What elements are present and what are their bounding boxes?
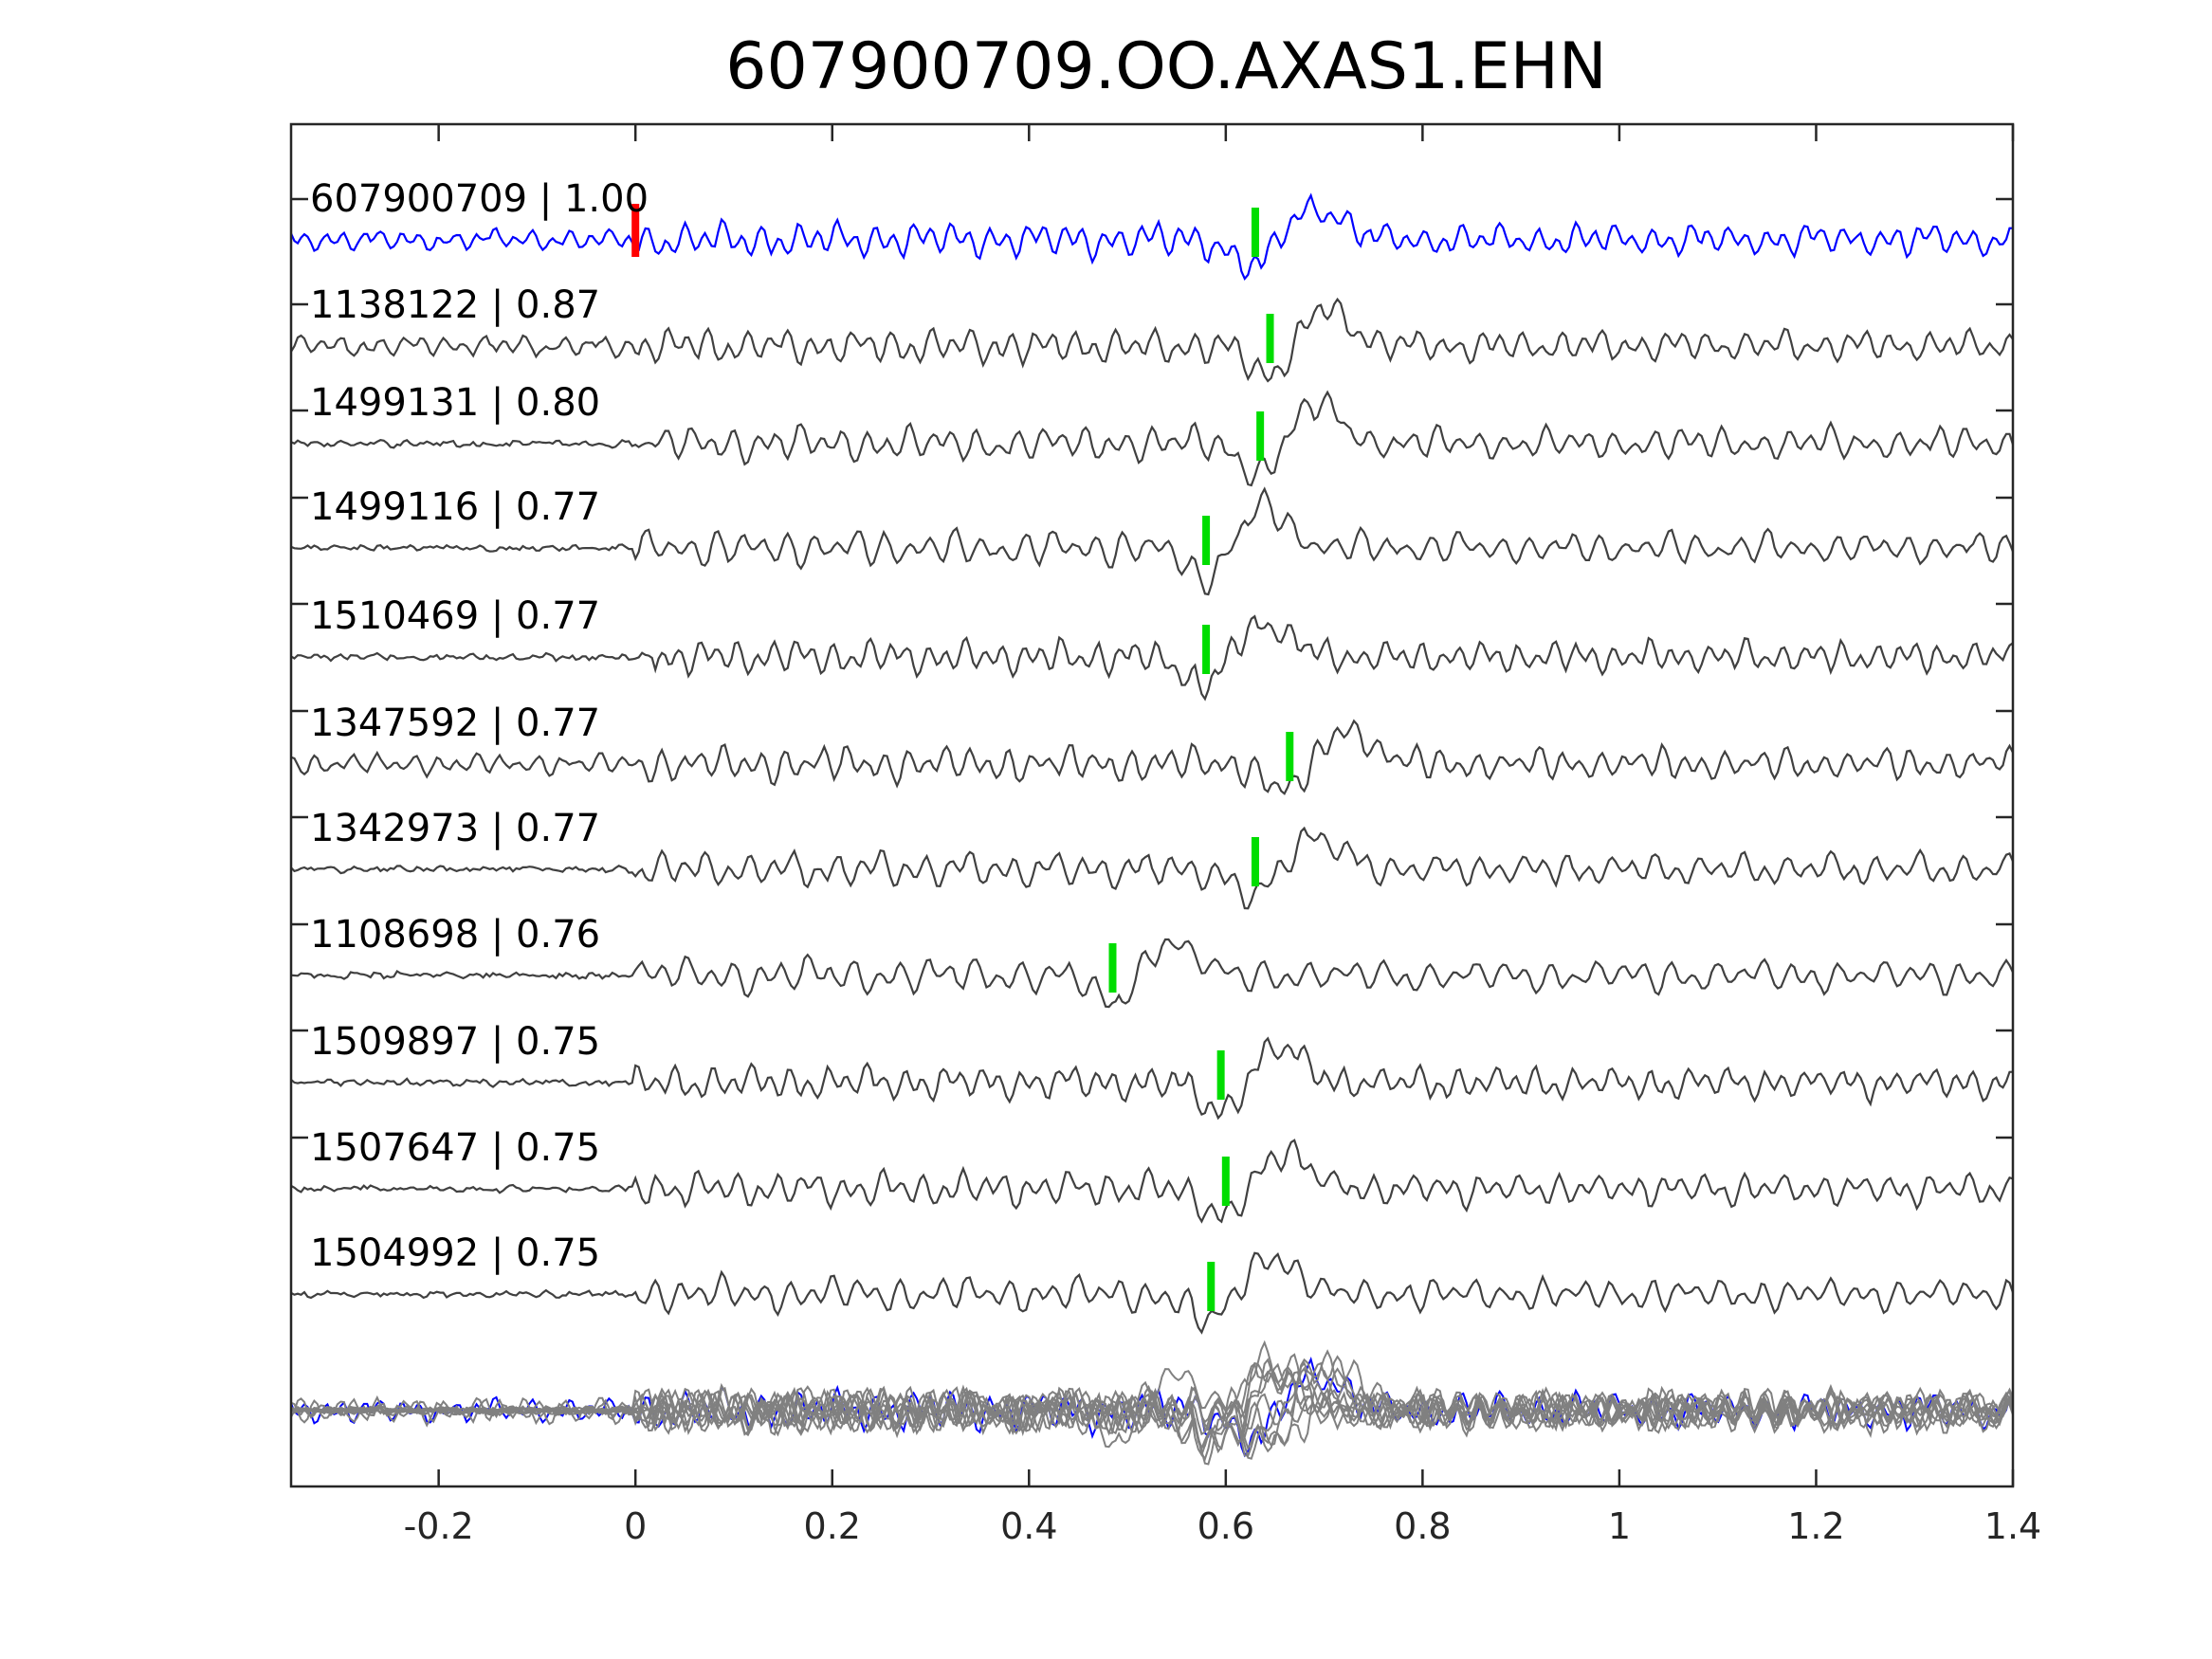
trace-607900709 <box>289 192 2013 282</box>
stack-trace-1347592 <box>290 1358 2014 1447</box>
stack-trace-1507647 <box>290 1353 2014 1451</box>
trace-label-1509897: 1509897 | 0.75 <box>310 1020 600 1064</box>
trace-label-1499131: 1499131 | 0.80 <box>310 381 600 425</box>
trace-1342973 <box>290 826 2015 910</box>
x-tick-label: 0.6 <box>1197 1505 1254 1547</box>
trace-label-1342973: 1342973 | 0.77 <box>310 807 600 850</box>
trace-1507647 <box>290 1139 2014 1224</box>
x-tick-label: 1.2 <box>1787 1505 1844 1547</box>
trace-1499116 <box>290 486 2015 596</box>
stack-trace-1504992 <box>290 1361 2014 1458</box>
trace-label-1347592: 1347592 | 0.77 <box>310 702 600 745</box>
trace-1347592 <box>290 719 2014 795</box>
trace-1499131 <box>290 390 2015 487</box>
trace-label-1507647: 1507647 | 0.75 <box>310 1126 600 1170</box>
trace-1138122 <box>290 297 2014 383</box>
x-tick-label: 0.2 <box>804 1505 861 1547</box>
ticks-layer: -0.2 0 0.2 0.4 0.6 0.8 1 1.2 1.4 <box>291 124 2041 1547</box>
plot-frame <box>289 122 2015 1488</box>
trace-label-1138122: 1138122 | 0.87 <box>310 283 600 327</box>
labels-layer: 607900709 | 1.00 1138122 | 0.87 1499131 | … <box>310 177 649 1275</box>
trace-label-607900709: 607900709 | 1.00 <box>310 177 649 221</box>
trace-1509897 <box>290 1036 2014 1121</box>
x-tick-label: 0.8 <box>1394 1505 1451 1547</box>
picks-layer <box>631 204 1294 1311</box>
x-tick-label: 0.4 <box>1000 1505 1057 1547</box>
trace-label-1510469: 1510469 | 0.77 <box>310 594 600 638</box>
trace-1108698 <box>290 938 2014 1009</box>
x-tick-label: -0.2 <box>404 1505 474 1547</box>
trace-label-1504992: 1504992 | 0.75 <box>310 1231 600 1275</box>
trace-1504992 <box>290 1251 2015 1335</box>
traces-layer <box>289 192 2015 1335</box>
trace-label-1499116: 1499116 | 0.77 <box>310 485 600 529</box>
trace-label-1108698: 1108698 | 0.76 <box>310 913 600 957</box>
x-tick-label: 1 <box>1608 1505 1631 1547</box>
x-tick-label: 1.4 <box>1984 1505 2041 1547</box>
chart-title: 607900709.OO.AXAS1.EHN <box>725 29 1607 104</box>
x-tick-label: 0 <box>624 1505 647 1547</box>
trace-1510469 <box>290 614 2014 702</box>
stack-layer <box>290 1340 2014 1466</box>
